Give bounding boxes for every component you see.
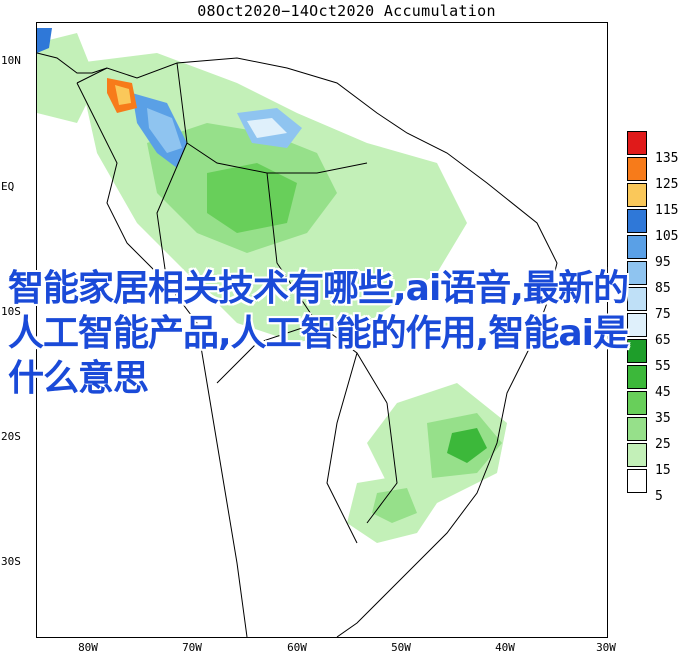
legend-swatch — [627, 261, 647, 285]
lon-label: 80W — [78, 641, 98, 654]
legend-label: 115 — [655, 203, 679, 218]
legend-swatch — [627, 209, 647, 233]
lon-label: 70W — [182, 641, 202, 654]
precipitation-map — [37, 28, 558, 637]
lat-label: EQ — [1, 180, 15, 193]
coastlines — [37, 52, 558, 637]
legend-label: 95 — [655, 255, 671, 270]
precip-area-central — [207, 163, 297, 233]
legend-swatch — [627, 443, 647, 467]
legend-label: 85 — [655, 281, 671, 296]
legend-swatch — [627, 287, 647, 311]
legend-swatch — [627, 157, 647, 181]
legend-swatch — [627, 417, 647, 441]
heavy-precip-venezuela-core — [247, 118, 287, 138]
lat-label: 20S — [1, 430, 21, 443]
legend-label: 55 — [655, 359, 671, 374]
lat-label: 10S — [1, 305, 21, 318]
legend-label: 45 — [655, 385, 671, 400]
lat-label: 10N — [1, 54, 21, 67]
legend-label: 125 — [655, 177, 679, 192]
precip-area-south-inner — [372, 488, 417, 523]
legend-label: 15 — [655, 463, 671, 478]
legend-swatch — [627, 313, 647, 337]
heavy-precip-colombia-light — [147, 108, 182, 153]
precip-area-west — [37, 33, 97, 123]
legend-label: 5 — [655, 489, 663, 504]
legend-swatch — [627, 339, 647, 363]
heavy-precip-panama-core — [115, 85, 131, 105]
country-borders — [156, 62, 398, 544]
heavy-precip — [37, 28, 302, 168]
lon-label: 50W — [391, 641, 411, 654]
overlay-caption: 智能家居相关技术有哪些,ai语音,最新的人工智能产品,人工智能的作用,智能ai是… — [8, 268, 629, 399]
legend-label: 35 — [655, 411, 671, 426]
map-title: 08Oct2020−14Oct2020 Accumulation — [197, 2, 496, 20]
map-frame — [36, 22, 608, 638]
legend-swatch — [627, 391, 647, 415]
legend-swatch — [627, 469, 647, 493]
legend-swatch — [627, 365, 647, 389]
south-america-coastline — [76, 57, 558, 637]
lon-label: 40W — [495, 641, 515, 654]
legend-swatch — [627, 131, 647, 155]
legend-label: 65 — [655, 333, 671, 348]
lon-label: 30W — [596, 641, 616, 654]
lat-label: 30S — [1, 555, 21, 568]
legend-swatch — [627, 183, 647, 207]
precip-area-coast — [447, 428, 487, 463]
legend-label: 75 — [655, 307, 671, 322]
lon-label: 60W — [287, 641, 307, 654]
central-america-coastline — [37, 52, 108, 74]
legend-swatch — [627, 235, 647, 259]
legend-label: 25 — [655, 437, 671, 452]
legend-label: 135 — [655, 151, 679, 166]
heavy-precip-caribbean — [37, 28, 52, 53]
legend-label: 105 — [655, 229, 679, 244]
